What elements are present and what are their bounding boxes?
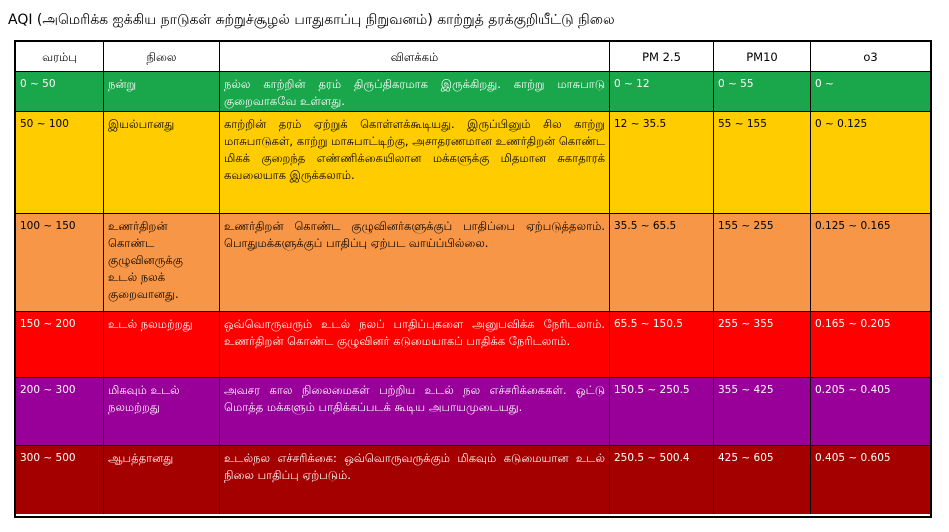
header-pm10: PM10 [714, 42, 811, 71]
cell-pm25: 35.5 ~ 65.5 [610, 214, 714, 311]
table-row: 300 ~ 500 ஆபத்தானது உடல்நல எச்சரிக்கை: ஒ… [16, 446, 930, 514]
table-row: 0 ~ 50 நன்று நல்ல காற்றின் தரம் திருப்தி… [16, 72, 930, 112]
cell-range: 50 ~ 100 [16, 112, 104, 213]
cell-range: 100 ~ 150 [16, 214, 104, 311]
cell-level: ஆபத்தானது [104, 446, 220, 514]
header-o3: o3 [863, 50, 878, 64]
cell-range: 300 ~ 500 [16, 446, 104, 514]
cell-level: மிகவும் உடல் நலமற்றது [104, 378, 220, 445]
cell-level: நன்று [104, 72, 220, 111]
cell-pm10: 0 ~ 55 [714, 72, 811, 111]
cell-o3: 0.205 ~ 0.405 [815, 384, 891, 396]
page-title: AQI (அமெரிக்க ஐக்கிய நாடுகள் சுற்றுச்சூழ… [8, 12, 615, 28]
cell-level: உடல் நலமற்றது [104, 312, 220, 377]
cell-description: அவசர கால நிலைமைகள் பற்றிய உடல் நல எச்சரி… [220, 378, 610, 445]
cell-o3: 0.125 ~ 0.165 [815, 220, 891, 232]
cell-description: நல்ல காற்றின் தரம் திருப்திகரமாக இருக்கி… [220, 72, 610, 111]
cell-pm25: 150.5 ~ 250.5 [610, 378, 714, 445]
cell-pm10: 425 ~ 605 [714, 446, 811, 514]
table-row: 200 ~ 300 மிகவும் உடல் நலமற்றது அவசர கால… [16, 378, 930, 446]
cell-o3: 0.165 ~ 0.205 [815, 318, 891, 330]
cell-description: காற்றின் தரம் ஏற்றுக் கொள்ளக்கூடியது. இர… [220, 112, 610, 213]
header-range: வரம்பு [16, 42, 104, 71]
cell-description: உணர்திறன் கொண்ட குழுவினர்களுக்குப் பாதிப… [220, 214, 610, 311]
cell-pm10: 55 ~ 155 [714, 112, 811, 213]
cell-range: 0 ~ 50 [16, 72, 104, 111]
cell-pm10: 355 ~ 425 [714, 378, 811, 445]
cell-pm10: 255 ~ 355 [714, 312, 811, 377]
cell-o3: 0 ~ [815, 78, 834, 90]
cell-pm25: 0 ~ 12 [610, 72, 714, 111]
cell-pm25: 65.5 ~ 150.5 [610, 312, 714, 377]
cell-description: உடல்நல எச்சரிக்கை: ஒவ்வொருவருக்கும் மிகவ… [220, 446, 610, 514]
table-row: 100 ~ 150 உணர்திறன் கொண்ட குழுவினருக்கு … [16, 214, 930, 312]
aqi-table: வரம்பு நிலை விளக்கம் PM 2.5 PM10 o3 0 ~ … [14, 40, 932, 518]
table-row: 150 ~ 200 உடல் நலமற்றது ஒவ்வொருவரும் உடல… [16, 312, 930, 378]
header-pm25: PM 2.5 [610, 42, 714, 71]
header-description: விளக்கம் [220, 42, 610, 71]
cell-range: 150 ~ 200 [16, 312, 104, 377]
cell-pm10: 155 ~ 255 [714, 214, 811, 311]
header-level: நிலை [104, 42, 220, 71]
cell-range: 200 ~ 300 [16, 378, 104, 445]
cell-o3: 0.405 ~ 0.605 [815, 452, 891, 464]
table-header: வரம்பு நிலை விளக்கம் PM 2.5 PM10 o3 [16, 42, 930, 72]
cell-pm25: 12 ~ 35.5 [610, 112, 714, 213]
cell-description: ஒவ்வொருவரும் உடல் நலப் பாதிப்புகளை அனுபவ… [220, 312, 610, 377]
cell-level: இயல்பானது [104, 112, 220, 213]
cell-pm25: 250.5 ~ 500.4 [610, 446, 714, 514]
cell-level: உணர்திறன் கொண்ட குழுவினருக்கு உடல் நலக் … [104, 214, 220, 311]
table-row: 50 ~ 100 இயல்பானது காற்றின் தரம் ஏற்றுக்… [16, 112, 930, 214]
cell-o3: 0 ~ 0.125 [815, 118, 868, 130]
